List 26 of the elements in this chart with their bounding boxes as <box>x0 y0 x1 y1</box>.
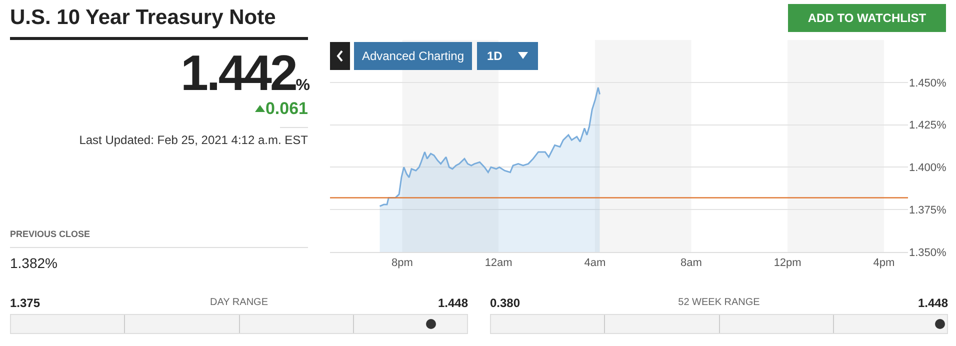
button[interactable]: 1D <box>477 42 538 70</box>
button[interactable]: ADD TO WATCHLIST <box>788 4 946 32</box>
text: Last Updated: Feb 25, 2021 4:12 a.m. EST <box>79 133 308 147</box>
x-tick-label: 4pm <box>873 257 895 270</box>
x-tick-label: 8pm <box>392 257 413 270</box>
text: 1.375 <box>10 296 40 310</box>
y-tick-label: 1.425% <box>909 120 947 132</box>
x-tick-label: 8am <box>680 257 702 270</box>
text: 1.442% <box>180 45 310 101</box>
text: 1.448 <box>438 296 468 310</box>
x-tick-label: 12am <box>484 257 512 270</box>
text: 0.380 <box>490 296 520 310</box>
y-tick-label: 1.350% <box>909 246 947 259</box>
text: 1.448 <box>918 296 948 310</box>
button[interactable]: Advanced Charting <box>354 42 472 70</box>
text: 52 WEEK RANGE <box>678 297 760 308</box>
text: 1.382% <box>10 255 58 271</box>
text: U.S. 10 Year Treasury Note <box>10 6 276 30</box>
y-tick-label: 1.450% <box>909 77 947 90</box>
text: DAY RANGE <box>210 297 268 308</box>
text: PREVIOUS CLOSE <box>10 229 90 239</box>
x-tick-label: 4am <box>584 257 606 270</box>
x-tick-label: 12pm <box>774 257 802 270</box>
y-tick-label: 1.400% <box>909 162 947 174</box>
y-tick-label: 1.375% <box>909 204 947 216</box>
text: 0.061 <box>265 99 308 119</box>
